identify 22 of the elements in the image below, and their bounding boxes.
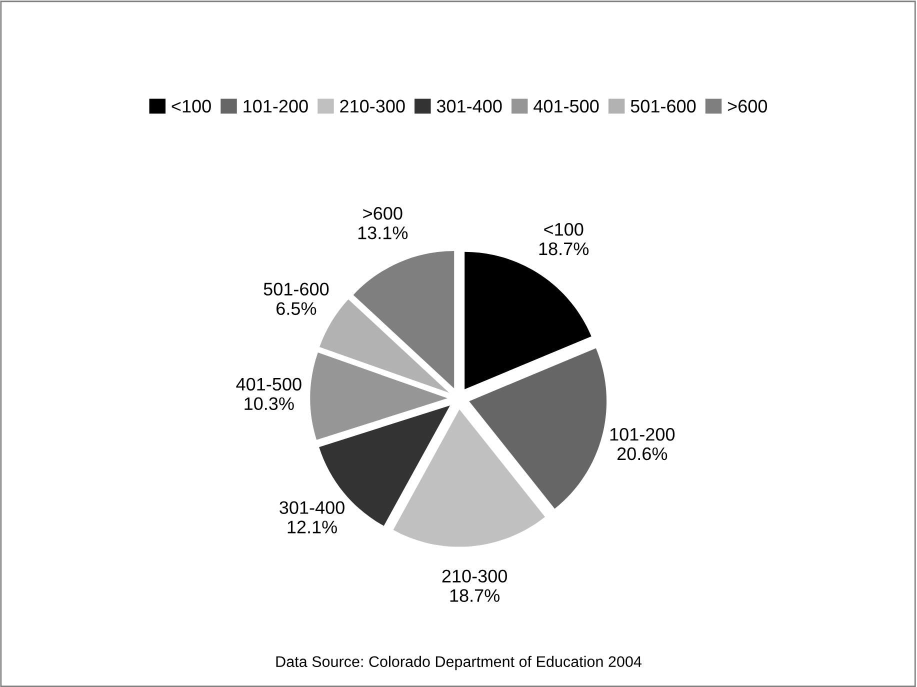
slice-label: 401-500 [236,378,302,391]
slice-label: 210-300 [442,570,507,583]
slice-label: <100 [544,222,584,236]
data-label: 10.3% [244,397,294,410]
data-label: 6.5% [276,302,316,315]
legend-label: 501-600 [630,100,696,113]
slice-label: 501-600 [264,282,329,296]
data-label: 12.1% [288,520,337,534]
data-label: 13.1% [358,226,408,240]
source-note: Data Source: Colorado Department of Education 2004 [276,656,642,670]
data-label: 18.7% [539,242,589,256]
legend-label: 401-500 [534,100,599,113]
data-label: 20.6% [617,447,668,460]
legend-label: <100 [172,100,211,113]
legend-label: >600 [728,100,768,113]
data-label: 18.7% [450,589,500,602]
legend-label: 210-300 [340,100,405,113]
slice-label: 101-200 [610,428,675,441]
legend-label: 301-400 [436,100,502,113]
slice-label: 301-400 [280,501,344,514]
legend-label: 101-200 [244,100,308,113]
slice-label: >600 [363,207,402,220]
